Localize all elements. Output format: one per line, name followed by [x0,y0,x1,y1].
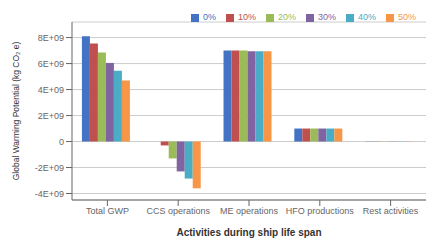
html-text:30%: 30% [318,12,336,22]
svg-text:6E+09: 6E+09 [38,59,64,69]
html-text:20%: 20% [277,12,296,22]
svg-text:-2E+09: -2E+09 [35,163,64,173]
svg-text:ME operations: ME operations [220,206,279,216]
svg-text:0: 0 [59,137,64,147]
svg-text:Activities during ship life sp: Activities during ship life span [176,227,321,238]
html-text:40%: 40% [358,12,376,22]
html-text:50%: 50% [398,12,416,22]
svg-text:2E+09: 2E+09 [38,111,64,121]
svg-text:-4E+09: -4E+09 [35,189,64,199]
svg-text:Global Warming Potential (kg C: Global Warming Potential (kg CO₂ e) [11,42,21,181]
svg-text:Total GWP: Total GWP [86,206,129,216]
svg-text:Rest activities: Rest activities [363,206,419,216]
svg-text:4E+09: 4E+09 [38,85,64,95]
html-text:10%: 10% [237,12,256,22]
svg-text:CCS operations: CCS operations [146,206,210,216]
svg-text:HFO productions: HFO productions [286,206,355,216]
html-text:0%: 0% [202,12,216,22]
svg-text:8E+09: 8E+09 [38,33,64,43]
